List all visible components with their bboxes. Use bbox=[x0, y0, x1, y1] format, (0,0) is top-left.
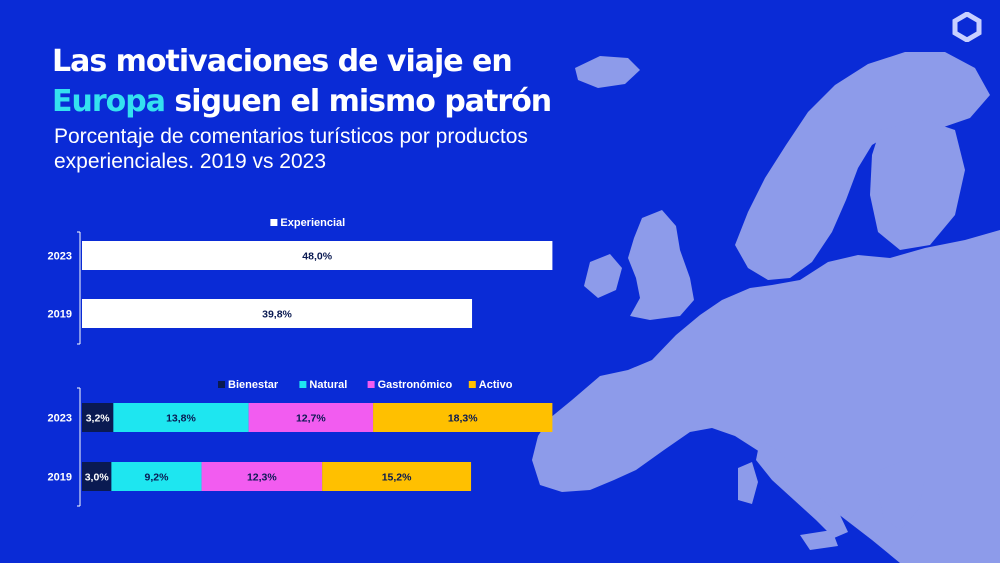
bar-segment bbox=[201, 462, 323, 491]
data-label: 12,7% bbox=[296, 413, 326, 425]
category-label: 2019 bbox=[48, 309, 72, 321]
title-accent: Europa bbox=[52, 84, 166, 119]
bar-segment bbox=[82, 299, 473, 328]
bar-segment bbox=[111, 462, 202, 491]
data-label: 3,0% bbox=[85, 472, 110, 484]
data-label: 13,8% bbox=[166, 413, 196, 425]
legend-label: Activo bbox=[479, 379, 513, 391]
category-label: 2023 bbox=[48, 251, 72, 263]
legend-swatch bbox=[270, 219, 278, 226]
legend-label: Bienestar bbox=[228, 379, 279, 391]
hexagon-logo-icon bbox=[952, 12, 982, 42]
bar-segment bbox=[248, 403, 374, 432]
bar-segment bbox=[373, 403, 553, 432]
bar-segment bbox=[82, 462, 112, 491]
data-label: 39,8% bbox=[262, 309, 292, 321]
legend-swatch bbox=[367, 381, 375, 388]
legend-swatch bbox=[299, 381, 307, 388]
data-label: 3,2% bbox=[86, 413, 111, 425]
data-label: 12,3% bbox=[247, 472, 277, 484]
subtitle: Porcentaje de comentarios turísticos por… bbox=[54, 125, 528, 173]
legend-label: Natural bbox=[309, 379, 347, 391]
bar-segment bbox=[113, 403, 249, 432]
legend-label: Experiencial bbox=[280, 217, 345, 229]
page-title: Las motivaciones de viaje en Europa sigu… bbox=[52, 42, 552, 122]
title-line-2: siguen el mismo patrón bbox=[164, 84, 552, 119]
data-label: 15,2% bbox=[382, 472, 412, 484]
legend-label: Gastronómico bbox=[378, 379, 453, 391]
legend-swatch bbox=[468, 381, 476, 388]
category-label: 2023 bbox=[48, 413, 72, 425]
bar-segment bbox=[82, 403, 114, 432]
title-line-1: Las motivaciones de viaje en bbox=[52, 44, 513, 79]
category-label: 2019 bbox=[48, 472, 72, 484]
bar-segment bbox=[322, 462, 472, 491]
data-label: 48,0% bbox=[302, 251, 332, 263]
bar-segment bbox=[82, 241, 553, 270]
data-label: 18,3% bbox=[448, 413, 478, 425]
legend-swatch bbox=[218, 381, 225, 388]
data-label: 9,2% bbox=[145, 472, 170, 484]
